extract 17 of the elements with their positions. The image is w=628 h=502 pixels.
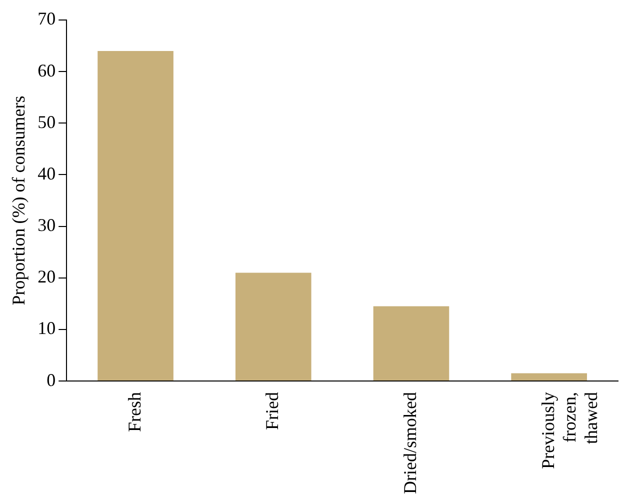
x-tick-label: Dried/smoked: [400, 392, 420, 494]
bar: [511, 373, 587, 381]
x-tick-label: Fried: [262, 392, 282, 430]
y-tick-label: 20: [38, 266, 56, 287]
bar: [235, 272, 312, 381]
y-axis-title: Proportion (%) of consumers: [8, 96, 29, 306]
y-tick-label: 60: [38, 60, 56, 80]
x-tick-label: Fresh: [124, 392, 144, 432]
y-tick-label: 10: [38, 318, 56, 338]
y-tick-label: 70: [38, 8, 56, 29]
y-tick-label: 50: [38, 112, 56, 132]
bar: [373, 306, 450, 381]
bar: [98, 50, 174, 381]
x-tick-label: Previously frozen, thawed: [538, 392, 602, 470]
y-tick-label: 0: [46, 370, 56, 390]
y-tick-label: 40: [38, 163, 56, 184]
y-tick-label: 30: [38, 215, 56, 236]
